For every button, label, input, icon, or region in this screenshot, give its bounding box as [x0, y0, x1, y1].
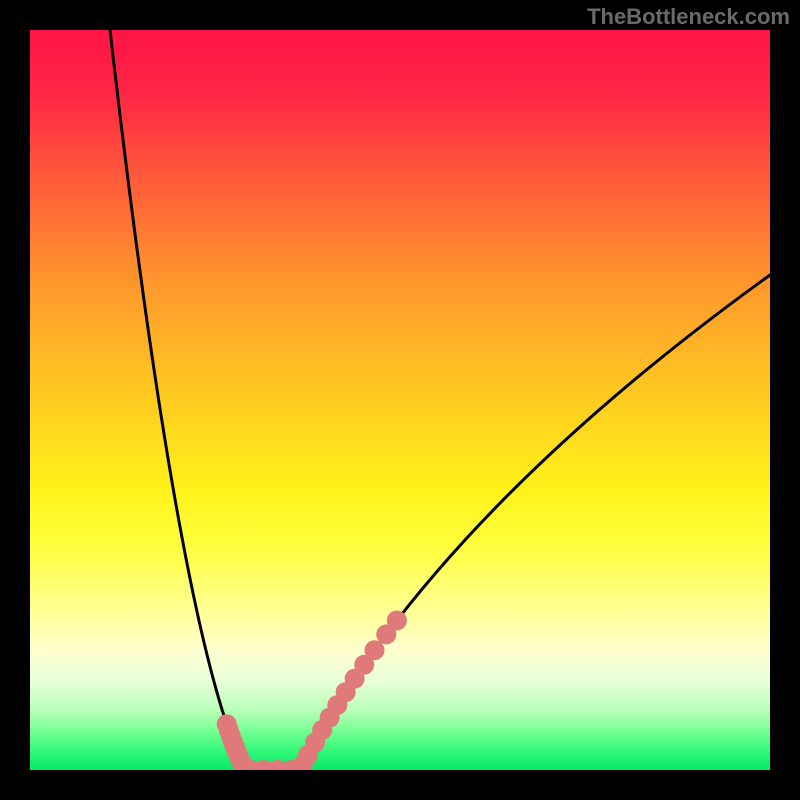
- chart-background: [30, 30, 770, 770]
- bottleneck-chart: [0, 0, 800, 800]
- watermark-text: TheBottleneck.com: [587, 4, 790, 30]
- chart-container: TheBottleneck.com: [0, 0, 800, 800]
- data-dot: [387, 610, 407, 630]
- data-dot: [365, 640, 385, 660]
